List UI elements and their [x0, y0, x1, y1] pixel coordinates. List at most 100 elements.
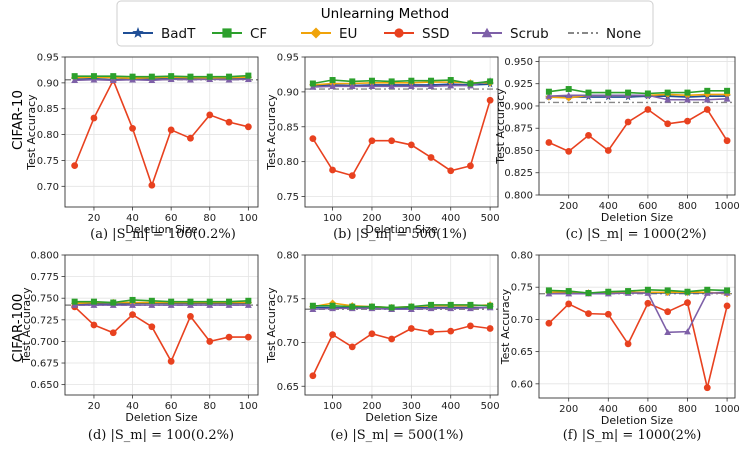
x-tick-label: 800	[678, 201, 697, 212]
data-point-ssd	[167, 357, 175, 365]
y-tick-label: 0.65	[277, 382, 299, 393]
data-point-cf	[206, 298, 213, 305]
y-tick-label: 0.95	[37, 53, 59, 64]
data-point-scrub	[109, 76, 117, 84]
data-point-ssd	[244, 333, 252, 341]
series-line-cf	[548, 88, 728, 95]
data-point-ssd	[486, 96, 494, 104]
y-tick-label: 0.675	[30, 359, 59, 370]
data-point-cf	[349, 303, 356, 310]
series-line-cf	[548, 288, 728, 294]
data-point-scrub	[447, 304, 455, 312]
y-axis-label: Test Accuracy	[499, 288, 512, 365]
series-line-badt	[312, 83, 491, 87]
data-point-ssd	[585, 131, 592, 139]
data-point-cf	[585, 290, 592, 297]
legend-item-cf: CF	[212, 26, 267, 42]
series-line-scrub	[312, 306, 491, 311]
y-tick-label: 0.75	[277, 192, 299, 203]
legend-marker-ssd	[394, 28, 404, 38]
panel-f: 200 400 600 800 1000 0.60 0.65 0.70 0.75 0.80 Dele…	[499, 251, 740, 444]
x-tick-label: 40	[126, 213, 139, 224]
legend-label-scrub: Scrub	[510, 26, 549, 42]
data-point-scrub	[148, 301, 156, 308]
series-line-ssd	[548, 108, 728, 153]
data-point-ssd	[129, 124, 136, 132]
axes-frame	[64, 254, 259, 396]
data-point-ssd	[407, 325, 415, 332]
x-tick-label: 200	[559, 404, 578, 415]
y-axis-label: Test Accuracy	[25, 94, 38, 171]
data-point-ssd	[109, 329, 117, 337]
data-point-scrub	[206, 301, 214, 308]
data-point-cf	[487, 78, 494, 85]
data-point-scrub	[244, 301, 252, 308]
y-tick-label: 0.925	[504, 79, 533, 90]
data-point-cf	[408, 77, 415, 84]
y-tick-label: 0.85	[37, 104, 59, 115]
data-point-scrub	[427, 82, 435, 90]
data-point-cf	[625, 288, 632, 295]
legend-item-ssd: SSD	[384, 26, 450, 42]
data-point-ssd	[604, 147, 612, 154]
data-point-ssd	[565, 300, 573, 308]
data-point-cf	[148, 73, 155, 80]
panel-caption: (d) |S_m| = 100(0.2%)	[88, 428, 234, 443]
panel-b: 100 200 300 400 500 0.75 0.80 0.85 0.90 0.95 Delet…	[265, 53, 500, 243]
data-point-ssd	[329, 166, 336, 174]
x-tick-label: 100	[323, 401, 342, 412]
y-tick-label: 0.95	[277, 53, 299, 64]
data-point-ssd	[427, 328, 435, 336]
data-point-cf	[90, 73, 97, 80]
data-point-ssd	[723, 137, 731, 145]
y-tick-label: 0.65	[511, 347, 533, 358]
y-tick-label: 0.850	[504, 146, 533, 157]
series-line-ssd	[312, 325, 491, 377]
data-point-ssd	[664, 308, 672, 316]
data-point-scrub	[244, 75, 252, 83]
legend-item-badt: BadT	[123, 26, 196, 42]
data-point-cf	[545, 88, 552, 95]
series-line-badt	[74, 302, 249, 306]
data-point-ssd	[90, 321, 98, 329]
data-point-cf	[388, 304, 395, 311]
legend-marker-badt	[132, 27, 144, 38]
series-line-badt	[312, 306, 491, 310]
x-tick-label: 300	[402, 401, 421, 412]
data-point-scrub	[407, 82, 415, 90]
data-point-ssd	[624, 340, 632, 348]
data-point-ssd	[565, 147, 573, 155]
data-point-ssd	[71, 162, 79, 170]
data-point-cf	[684, 89, 691, 96]
data-point-cf	[644, 90, 651, 97]
y-tick-label: 0.825	[504, 168, 533, 179]
data-point-scrub	[684, 96, 691, 103]
x-tick-label: 400	[599, 201, 618, 212]
data-point-ssd	[486, 325, 494, 332]
x-tick-label: 400	[441, 213, 460, 224]
data-point-scrub	[148, 76, 156, 84]
y-tick-label: 0.70	[37, 182, 59, 193]
x-tick-label: 20	[88, 213, 101, 224]
data-point-ssd	[388, 335, 396, 343]
data-point-ssd	[167, 126, 175, 134]
data-point-cf	[704, 286, 711, 293]
data-point-cf	[329, 77, 336, 84]
data-point-scrub	[309, 83, 317, 90]
x-tick-label: 100	[239, 401, 258, 412]
series-line-scrub	[548, 94, 728, 101]
data-point-scrub	[703, 96, 711, 103]
data-point-cf	[585, 89, 592, 96]
data-point-cf	[168, 73, 175, 80]
y-tick-label: 0.80	[37, 130, 59, 141]
y-tick-label: 0.80	[511, 251, 533, 262]
series-line-scrub	[74, 78, 249, 82]
data-point-scrub	[447, 82, 455, 89]
y-tick-label: 0.85	[277, 122, 299, 133]
data-point-cf	[565, 288, 572, 295]
data-point-cf	[206, 73, 213, 80]
data-point-ssd	[447, 327, 455, 335]
data-point-cf	[684, 288, 691, 295]
data-point-ssd	[148, 181, 156, 189]
legend-label-none: None	[606, 26, 641, 42]
